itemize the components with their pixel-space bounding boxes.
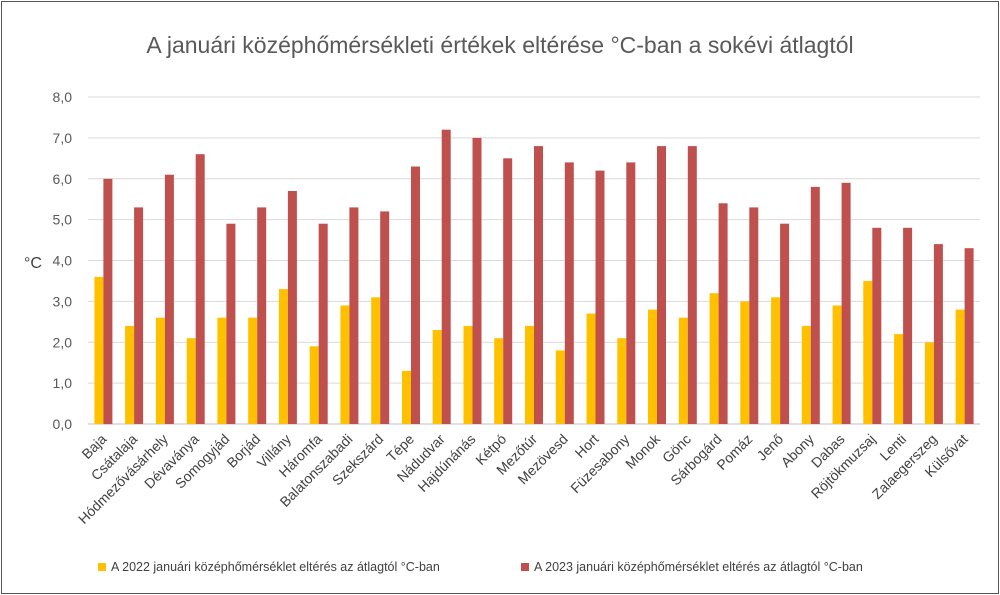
bar-2022: [340, 305, 350, 424]
bar-2023: [810, 186, 820, 424]
legend-label-2022: A 2022 januári középhőmérséklet eltérés …: [111, 560, 440, 574]
bar-2023: [195, 154, 205, 424]
bar-2022: [94, 276, 104, 424]
bar-2022: [894, 334, 904, 424]
bar-2023: [687, 146, 697, 424]
bar-2022: [555, 350, 565, 424]
bar-2023: [134, 207, 144, 424]
bar-2022: [832, 305, 842, 424]
bar-2022: [617, 338, 627, 424]
y-tick-label: 2,0: [53, 334, 73, 350]
bar-2022: [586, 313, 596, 424]
y-axis-label: °C: [24, 255, 42, 272]
bar-2022: [494, 338, 504, 424]
y-tick-label: 8,0: [53, 89, 73, 105]
bar-2022: [402, 370, 411, 424]
bar-2023: [503, 158, 513, 425]
bar-2023: [595, 170, 605, 424]
bar-2022: [248, 317, 258, 424]
legend-item-2022: A 2022 januári középhőmérséklet eltérés …: [98, 560, 440, 574]
bar-2022: [309, 346, 319, 424]
y-tick-label: 3,0: [53, 293, 73, 309]
bar-2022: [955, 309, 965, 424]
chart-title: A januári középhőmérsékleti értékek elté…: [146, 32, 854, 58]
legend: A 2022 januári középhőmérséklet eltérés …: [0, 560, 1000, 580]
bar-2023: [103, 178, 113, 425]
bar-2023: [164, 174, 174, 424]
bar-2022: [155, 317, 165, 424]
y-axis-ticks: 0,0 1,0 2,0 3,0 4,0 5,0 6,0 7,0 8,0: [53, 89, 73, 432]
bar-2023: [349, 207, 359, 424]
bar-2023: [380, 211, 390, 424]
x-tick-label: Monok: [622, 430, 664, 472]
bar-2022: [801, 325, 811, 424]
bar-2022: [217, 317, 227, 424]
legend-swatch-2023: [521, 563, 529, 571]
bar-2023: [626, 162, 636, 424]
bar-2022: [463, 325, 473, 424]
bar-2023: [318, 223, 328, 424]
y-tick-label: 7,0: [53, 130, 73, 146]
bar-2022: [678, 317, 688, 424]
bar-2022: [186, 338, 196, 424]
bar-2022: [863, 280, 873, 424]
bar-2023: [933, 244, 943, 424]
bar-2023: [903, 227, 913, 424]
bars: [94, 129, 974, 425]
bar-2023: [657, 146, 666, 424]
y-tick-label: 5,0: [53, 212, 73, 228]
bar-2023: [749, 207, 759, 424]
legend-label-2023: A 2023 januári középhőmérséklet eltérés …: [534, 560, 863, 574]
bar-2023: [564, 162, 574, 424]
bar-2022: [771, 297, 781, 424]
bar-2023: [441, 129, 451, 424]
bar-2022: [709, 293, 719, 424]
bar-2022: [740, 301, 750, 424]
bar-2023: [718, 203, 728, 424]
x-tick-label: Abony: [778, 431, 817, 470]
y-tick-label: 4,0: [53, 253, 73, 269]
bar-2023: [780, 223, 790, 424]
bar-2022: [924, 342, 934, 425]
bar-2023: [472, 137, 482, 424]
bar-2022: [371, 297, 381, 424]
bar-2023: [964, 248, 974, 424]
bar-2023: [841, 182, 851, 424]
bar-2022: [125, 325, 135, 424]
bar-2022: [525, 325, 534, 424]
bar-2023: [411, 166, 420, 424]
bar-2023: [257, 207, 267, 424]
y-tick-label: 1,0: [53, 375, 73, 391]
x-axis-labels: BajaCsátalajaHódmezővásárhelyDévaványaSo…: [75, 430, 971, 527]
bar-2022: [432, 330, 442, 424]
bar-2023: [534, 146, 543, 424]
bar-2023: [287, 191, 297, 424]
y-tick-label: 0,0: [53, 416, 73, 432]
legend-swatch-2022: [98, 563, 106, 571]
bar-2023: [872, 227, 882, 424]
legend-item-2023: A 2023 januári középhőmérséklet eltérés …: [521, 560, 863, 574]
bar-2022: [648, 309, 657, 424]
y-tick-label: 6,0: [53, 171, 73, 187]
bar-2022: [278, 289, 288, 424]
bar-2023: [226, 223, 236, 424]
